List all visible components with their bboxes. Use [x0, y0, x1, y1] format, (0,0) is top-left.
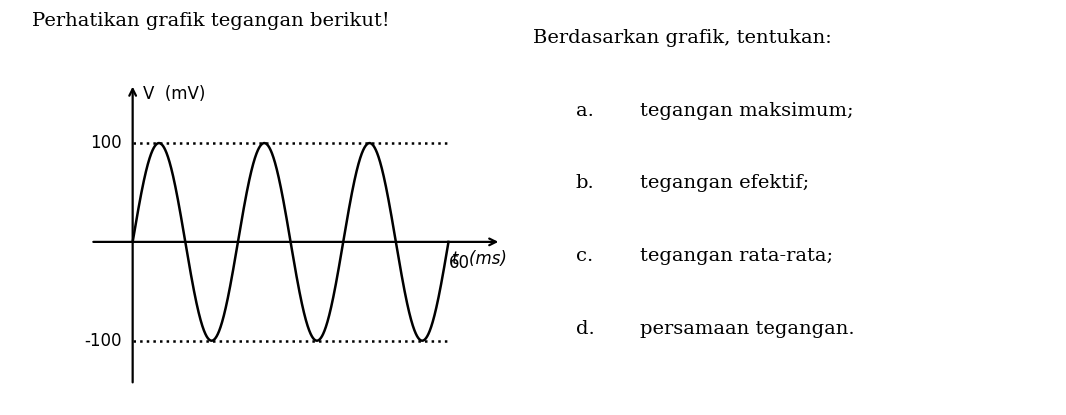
- Text: tegangan maksimum;: tegangan maksimum;: [640, 102, 853, 120]
- Text: t  (ms): t (ms): [452, 250, 506, 268]
- Text: 60: 60: [449, 254, 469, 272]
- Text: V  (mV): V (mV): [143, 85, 206, 103]
- Text: 100: 100: [91, 134, 123, 152]
- Text: b.: b.: [576, 174, 595, 192]
- Text: tegangan rata-rata;: tegangan rata-rata;: [640, 247, 833, 265]
- Text: tegangan efektif;: tegangan efektif;: [640, 174, 809, 192]
- Text: Perhatikan grafik tegangan berikut!: Perhatikan grafik tegangan berikut!: [32, 12, 389, 30]
- Text: -100: -100: [84, 332, 123, 350]
- Text: d.: d.: [576, 320, 595, 337]
- Text: a.: a.: [576, 102, 594, 120]
- Text: persamaan tegangan.: persamaan tegangan.: [640, 320, 854, 337]
- Text: c.: c.: [576, 247, 593, 265]
- Text: Berdasarkan grafik, tentukan:: Berdasarkan grafik, tentukan:: [533, 29, 831, 47]
